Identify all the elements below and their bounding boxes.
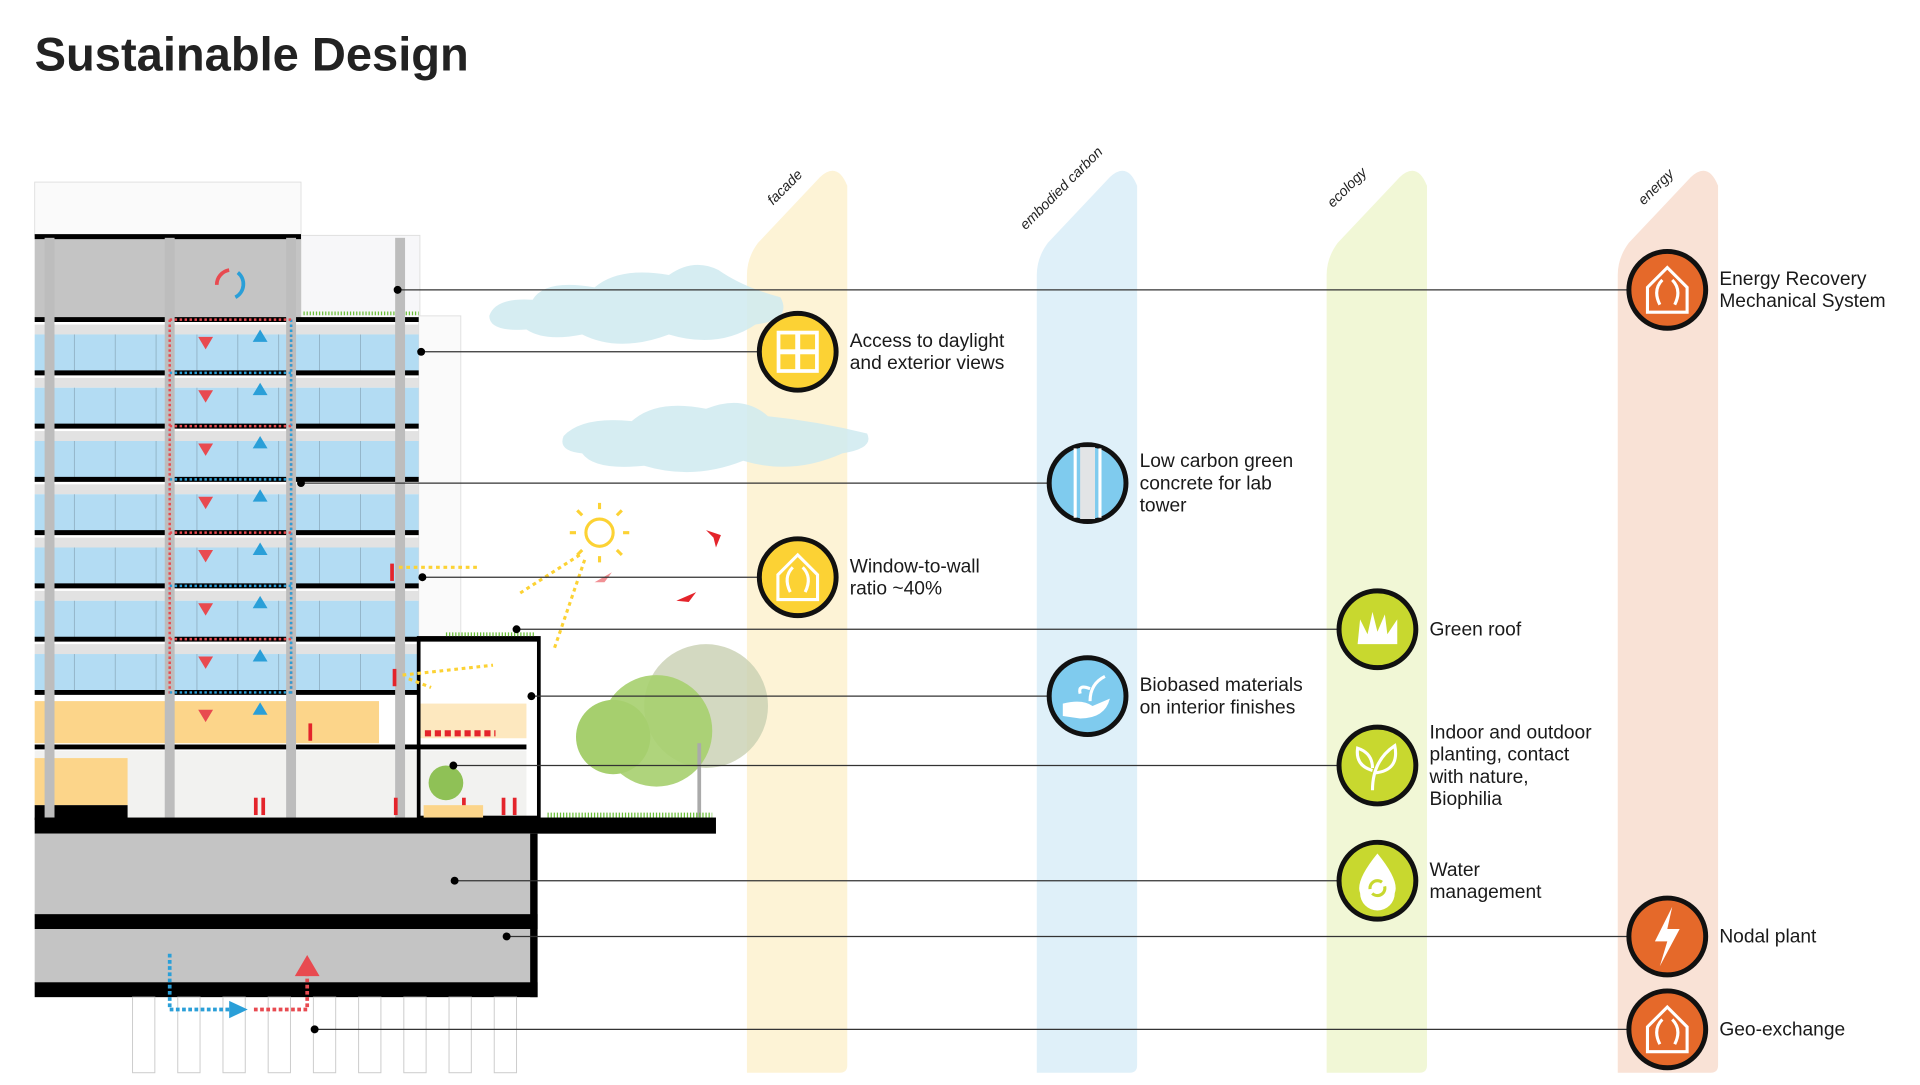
birds: [594, 530, 721, 603]
column-embodied-carbon: [1036, 170, 1138, 1073]
leader-dot: [450, 876, 459, 885]
leaf-icon: [1336, 724, 1419, 807]
feature-item: Green roof: [1336, 588, 1522, 671]
feature-label: Window-to-wall ratio ~40%: [850, 556, 980, 599]
leader-dot: [417, 347, 426, 356]
feature-label-line: Mechanical System: [1719, 291, 1885, 312]
sun-icon: [398, 502, 630, 689]
column-label-ecology: ecology: [1324, 164, 1371, 211]
feature-label-line: and exterior views: [850, 353, 1005, 374]
feature-label-line: Biophilia: [1429, 789, 1502, 810]
feature-label-line: Access to daylight: [850, 331, 1005, 352]
feature-item: Nodal plant: [1626, 895, 1817, 978]
feature-item: Energy Recovery Mechanical System: [1626, 248, 1886, 331]
page-title: Sustainable Design: [35, 28, 469, 81]
feature-label: Water management: [1429, 860, 1542, 903]
feature-label-line: Geo-exchange: [1719, 1020, 1845, 1041]
water-drop-icon: [1336, 839, 1419, 922]
feature-label-line: Green roof: [1429, 619, 1521, 640]
feature-item: Low carbon green concrete for lab tower: [1046, 442, 1294, 524]
feature-label-line: concrete for lab: [1140, 473, 1272, 494]
feature-item: Access to daylight and exterior views: [756, 310, 1005, 393]
feature-label-line: Low carbon green: [1140, 451, 1294, 472]
window-icon: [756, 310, 839, 393]
feature-item: Water management: [1336, 839, 1542, 922]
feature-label: Indoor and outdoor planting, contact with …: [1428, 722, 1592, 810]
feature-item: Geo-exchange: [1626, 988, 1845, 1071]
trees: [428, 644, 768, 818]
category-columns: facade embodied carbon ecology energy: [746, 144, 1719, 1073]
feature-label-line: Indoor and outdoor: [1429, 722, 1592, 743]
feature-item: Window-to-wall ratio ~40%: [756, 536, 980, 619]
leader-dot: [297, 479, 305, 488]
concrete-column-icon: [1046, 442, 1129, 524]
column-energy: [1617, 170, 1719, 1073]
grass-icon: [1336, 588, 1419, 671]
feature-label-line: Water: [1429, 860, 1480, 881]
feature-label-line: Biobased materials: [1140, 675, 1303, 696]
feature-label-line: management: [1429, 882, 1542, 903]
feature-label-line: Nodal plant: [1719, 927, 1817, 948]
feature-label: Nodal plant: [1719, 927, 1817, 948]
feature-label: Access to daylight and exterior views: [850, 331, 1005, 374]
leader-dot: [512, 625, 521, 634]
feature-label: Energy Recovery Mechanical System: [1719, 269, 1885, 312]
feature-item: Biobased materials on interior finishes: [1046, 655, 1303, 738]
clouds: [489, 264, 869, 473]
feature-label-line: on interior finishes: [1140, 697, 1296, 718]
feature-label-line: ratio ~40%: [850, 579, 942, 600]
leader-dot: [310, 1025, 319, 1034]
feature-list: Energy Recovery Mechanical System Access t…: [756, 248, 1886, 1071]
feature-label: Green roof: [1429, 619, 1521, 640]
leader-dot: [502, 932, 511, 941]
leader-dot: [527, 692, 536, 701]
lightning-icon: [1626, 895, 1709, 978]
feature-label: Low carbon green concrete for lab tower: [1140, 451, 1294, 517]
feature-label-line: Window-to-wall: [850, 556, 980, 577]
leader-lines: [297, 285, 1628, 1034]
house-window-icon: [756, 536, 839, 619]
feature-label-line: tower: [1140, 496, 1188, 517]
building-section: [34, 181, 716, 1074]
cloud: [562, 402, 869, 473]
column-facade: [746, 170, 848, 1073]
leader-dot: [449, 761, 458, 770]
feature-label: Biobased materials on interior finishes: [1140, 675, 1303, 718]
feature-label: Geo-exchange: [1719, 1020, 1845, 1041]
feature-label-line: planting, contact: [1429, 745, 1569, 766]
feature-label-line: with nature,: [1428, 767, 1528, 788]
leader-dot: [393, 285, 402, 294]
leader-dot: [418, 573, 427, 582]
feature-item: Indoor and outdoor planting, contact with …: [1336, 722, 1592, 810]
cloud: [489, 264, 784, 344]
hand-sprout-icon: [1046, 655, 1129, 738]
geo-exchange-house-icon: [1626, 988, 1709, 1071]
house-airflow-icon: [1626, 248, 1709, 331]
feature-label-line: Energy Recovery: [1719, 269, 1867, 290]
